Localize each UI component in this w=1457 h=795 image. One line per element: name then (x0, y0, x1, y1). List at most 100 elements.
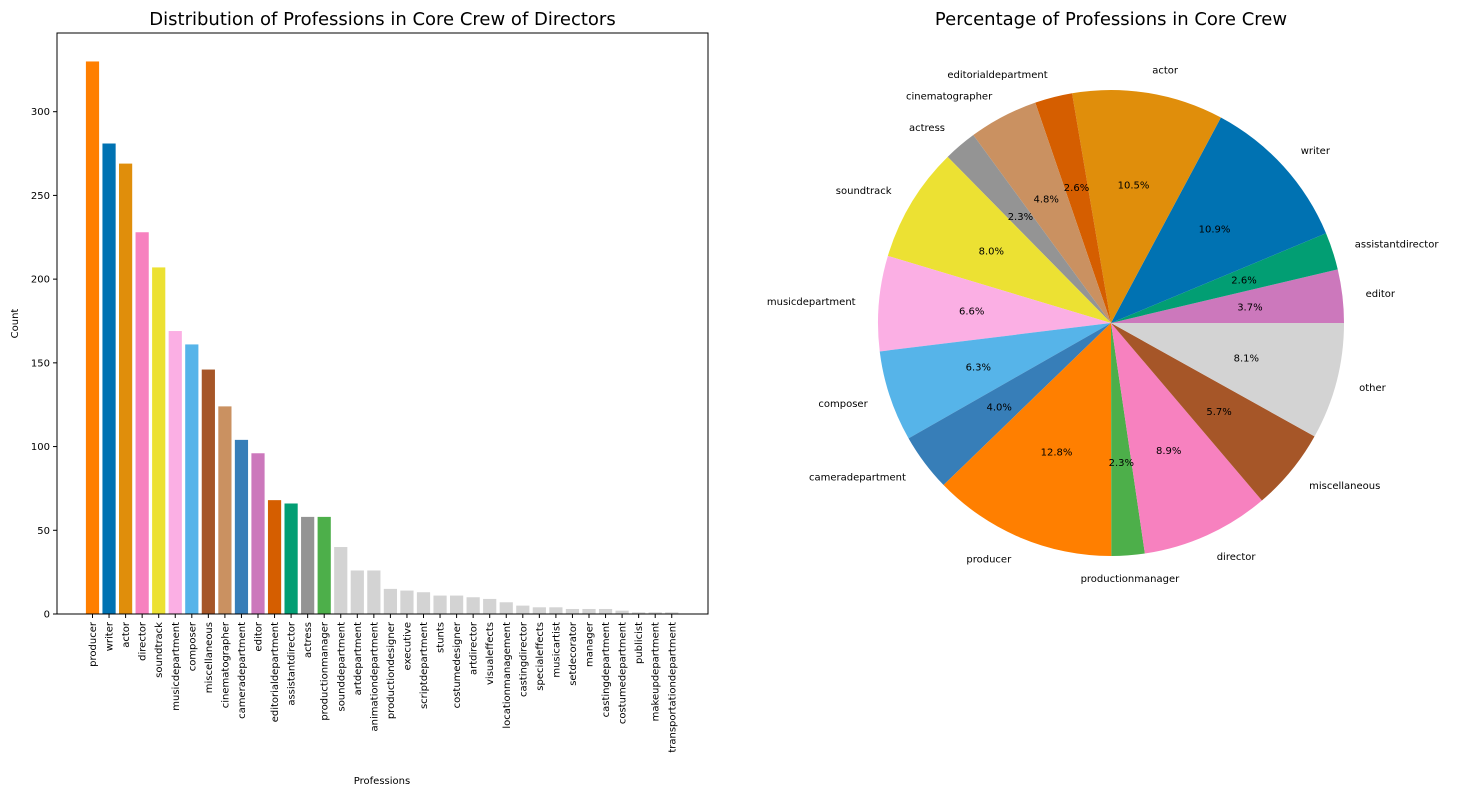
pie-slice-label: musicdepartment (767, 297, 856, 308)
y-tick-label: 50 (37, 526, 50, 537)
pie-slice-label: director (1217, 552, 1257, 563)
x-tick-label: executive (402, 622, 413, 670)
pie-percent-label: 3.7% (1237, 302, 1262, 313)
pie-percent-label: 10.5% (1118, 181, 1150, 192)
bar-plot-frame (56, 32, 709, 615)
pie-percent-label: 5.7% (1206, 407, 1231, 418)
pie-slice-label: editorialdepartment (947, 70, 1047, 81)
pie-slice-label: soundtrack (836, 186, 892, 197)
bar-cinematographer (218, 406, 232, 614)
pie-percent-labels: 3.7%2.6%10.9%10.5%2.6%4.8%2.3%8.0%6.6%6.… (959, 181, 1263, 469)
pie-slice-actress (947, 135, 1111, 323)
bar-x-axis-label: Professions (354, 776, 410, 787)
bar-productionmanager (317, 516, 331, 614)
pie-slice-actor (1072, 90, 1221, 323)
x-tick-label: animationdepartment (369, 622, 380, 732)
pie-chart: Percentage of Professions in Core Crew e… (767, 9, 1439, 585)
x-tick-label: editorialdepartment (270, 622, 281, 722)
bar-executive (400, 590, 414, 614)
pie-slice-writer (1111, 117, 1327, 323)
pie-slice-label: other (1359, 383, 1387, 394)
bar-makeupdepartment (648, 612, 662, 614)
x-tick-label: director (138, 621, 149, 661)
pie-slice-editor (1111, 269, 1344, 323)
y-tick-label: 250 (31, 191, 50, 202)
bar-transportationdepartment (665, 612, 679, 614)
bar-setdecorator (565, 608, 580, 614)
bar-visualeffects (483, 598, 497, 614)
bar-stunts (433, 595, 447, 614)
y-tick-label: 0 (44, 610, 50, 621)
x-tick-label: actor (121, 621, 132, 648)
x-tick-label: musicartist (551, 622, 562, 678)
bar-producer (85, 61, 100, 614)
x-tick-label: assistantdirector (287, 621, 298, 706)
x-tick-label: cinematographer (220, 621, 231, 708)
y-tick-label: 150 (31, 358, 50, 369)
pie-slice-label: cameradepartment (809, 472, 906, 483)
bar-castingdepartment (598, 608, 613, 614)
pie-percent-label: 2.6% (1064, 183, 1089, 194)
x-tick-label: artdirector (469, 621, 480, 675)
x-tick-label: castingdirector (518, 621, 529, 697)
x-tick-label: transportationdepartment (667, 622, 678, 753)
pie-slice-label: writer (1301, 146, 1331, 157)
bar-animationdepartment (367, 570, 381, 614)
pie-slice-editorialdepartment (1035, 93, 1111, 323)
x-tick-label: publicist (634, 622, 645, 664)
x-tick-label: locationmanagement (502, 622, 513, 729)
bar-soundtrack (152, 267, 166, 614)
x-tick-label: sounddepartment (336, 622, 347, 712)
bar-locationmanagement (499, 602, 513, 614)
pie-chart-title: Percentage of Professions in Core Crew (935, 9, 1287, 30)
y-tick-label: 100 (31, 442, 50, 453)
x-tick-label: editor (254, 621, 265, 651)
x-tick-label: composer (187, 621, 198, 671)
bar-publicist (632, 612, 646, 614)
pie-slice-label: cinematographer (906, 91, 993, 102)
pie-percent-label: 6.3% (966, 363, 991, 374)
pie-percent-label: 8.9% (1156, 446, 1181, 457)
pie-slice-composer (879, 323, 1111, 439)
pie-slice-cinematographer (973, 102, 1111, 323)
bar-editorialdepartment (267, 500, 282, 614)
bar-productiondesigner (383, 588, 397, 614)
pie-slice-musicdepartment (877, 255, 1111, 352)
y-tick-label: 300 (31, 107, 50, 118)
pie-percent-label: 8.0% (979, 246, 1004, 257)
pie-slice-label: miscellaneous (1309, 481, 1380, 492)
bar-series (85, 61, 679, 614)
x-tick-label: makeupdepartment (651, 622, 662, 721)
pie-slice-miscellaneous (1111, 323, 1315, 501)
bar-composer (185, 344, 199, 614)
pie-slice-label: producer (966, 555, 1012, 566)
x-tick-label: musicdepartment (171, 622, 182, 711)
bar-y-axis-label: Count (10, 309, 21, 339)
x-tick-label: stunts (436, 622, 447, 653)
pie-slice-label: productionmanager (1081, 574, 1181, 585)
x-tick-label: visualeffects (485, 622, 496, 685)
x-tick-label: productiondesigner (386, 621, 397, 719)
pie-slice-director (1111, 323, 1262, 554)
pie-slice-label: assistantdirector (1355, 239, 1440, 250)
bar-actress (301, 516, 315, 614)
pie-slice-labels: editor assistantdirector writer actor editor… (767, 66, 1439, 586)
pie-slice-label: editor (1366, 289, 1396, 300)
bar-artdepartment (350, 570, 364, 614)
bar-costumedesigner (450, 595, 464, 614)
pie-slice-soundtrack (887, 156, 1111, 323)
bar-y-axis-ticks: 0 50 100 150 200 250 300 (31, 107, 57, 621)
bar-chart: Distribution of Professions in Core Crew… (10, 9, 709, 787)
bar-costumedepartment (615, 610, 629, 614)
x-tick-label: specialeffects (535, 622, 546, 691)
pie-slice-label: composer (818, 399, 868, 410)
pie-percent-label: 4.0% (986, 402, 1011, 413)
x-tick-label: scriptdepartment (419, 622, 430, 709)
bar-specialeffects (532, 607, 546, 614)
bar-scriptdepartment (416, 592, 431, 614)
x-tick-label: manager (585, 621, 596, 667)
x-tick-label: artdepartment (353, 622, 364, 695)
bar-cameradepartment (234, 439, 249, 614)
bar-miscellaneous (201, 369, 215, 614)
